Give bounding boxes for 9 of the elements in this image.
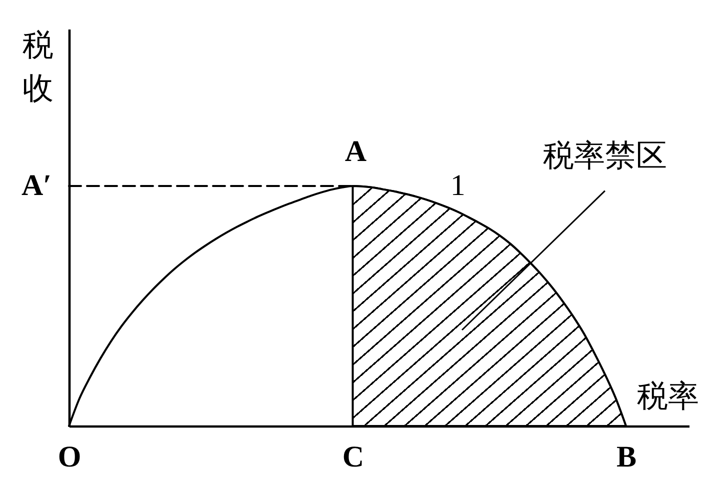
x-tick-label: C: [342, 440, 364, 474]
series-label: 1: [450, 168, 466, 202]
y-axis-title: 税收: [22, 28, 54, 106]
x-tick-label: O: [58, 440, 82, 474]
x-tick-label: B: [616, 440, 636, 474]
text: 税率禁区: [542, 138, 667, 174]
annotation: A: [344, 134, 367, 168]
x-axis-title: 税率: [637, 378, 699, 414]
annotation: A′: [21, 168, 52, 202]
